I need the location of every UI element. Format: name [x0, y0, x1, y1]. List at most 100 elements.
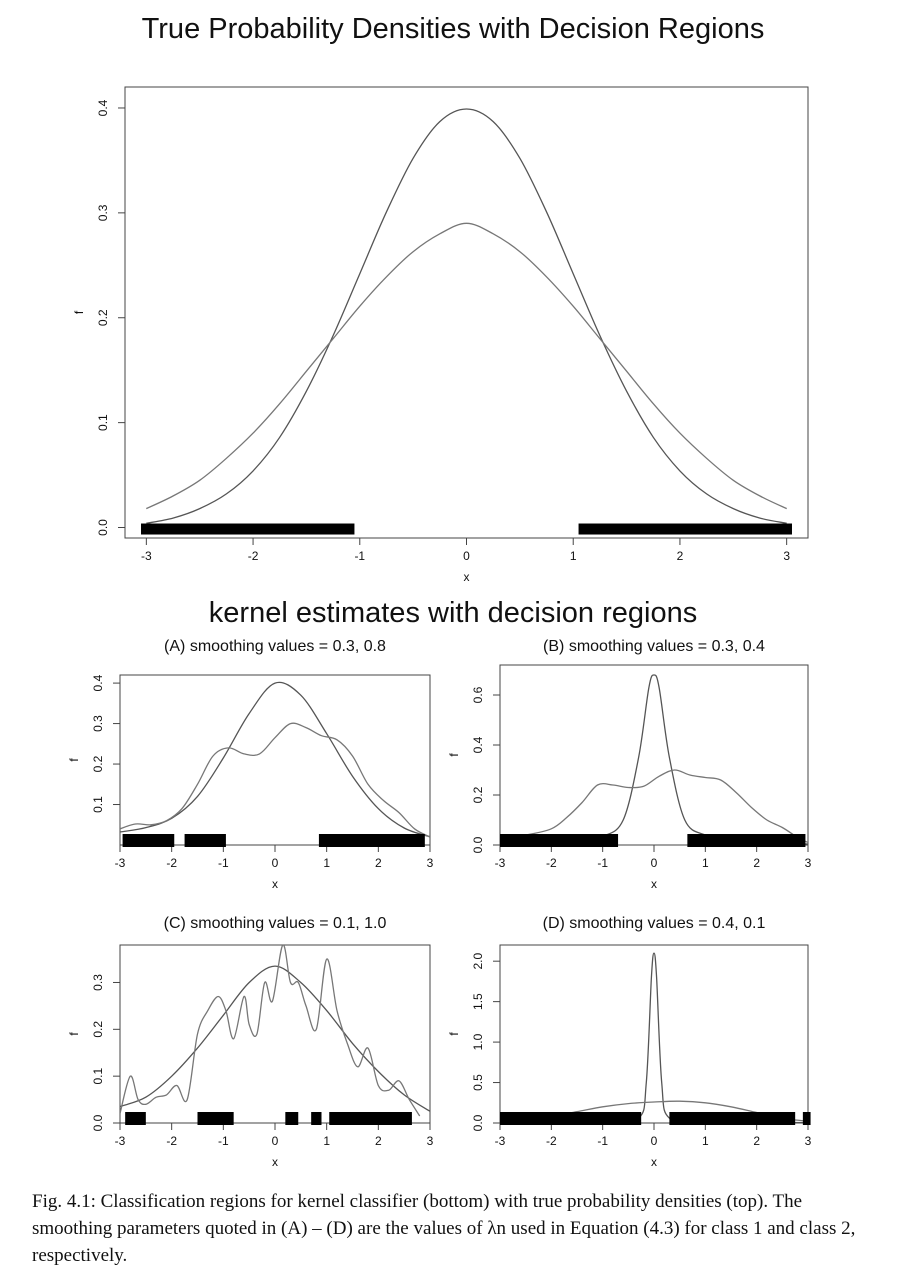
y-tick-label: 1.5 — [471, 993, 485, 1010]
chart-top: -3 -2 -1 0 1 2 3 0.0 0.1 0.2 0.3 0.4 x f — [72, 86, 809, 584]
x-tick-label: 3 — [427, 856, 434, 870]
y-axis-label: f — [72, 310, 86, 314]
density-curve-1 — [146, 108, 787, 524]
y-tick-label: 0.0 — [471, 1114, 485, 1131]
chart-title-D: (D) smoothing values = 0.4, 0.1 — [543, 915, 766, 932]
chart-title-A: (A) smoothing values = 0.3, 0.8 — [164, 638, 386, 655]
plot-area — [120, 945, 430, 1117]
decision-region-bar — [197, 1112, 234, 1125]
x-tick-label: 3 — [805, 1134, 812, 1148]
x-axis-label: x — [651, 1155, 657, 1169]
y-tick-label: 0.4 — [471, 736, 485, 753]
decision-region-bar — [311, 1112, 322, 1125]
x-tick-label: -1 — [218, 1134, 229, 1148]
y-tick-label: 0.2 — [471, 786, 485, 803]
y-tick-label: 0.2 — [91, 1021, 105, 1038]
decision-region-bar — [141, 523, 355, 535]
top-chart-title: True Probability Densities with Decision… — [142, 13, 765, 45]
x-tick-label: 2 — [375, 856, 382, 870]
x-tick-label: 1 — [702, 856, 709, 870]
plot-area — [146, 108, 787, 524]
plot-frame — [499, 944, 809, 1124]
density-curve-1 — [500, 952, 808, 1123]
density-curve-2 — [146, 222, 787, 510]
x-tick-label: 1 — [570, 549, 577, 563]
decision-region-bar — [500, 1112, 642, 1125]
figure-caption: Fig. 4.1: Classification regions for ker… — [32, 1191, 856, 1266]
x-tick-label: -3 — [495, 856, 506, 870]
x-tick-label: -2 — [166, 856, 177, 870]
y-tick-label: 0.3 — [91, 715, 105, 732]
x-tick-label: 3 — [783, 549, 790, 563]
plot-frame — [124, 86, 809, 539]
plot-area — [120, 681, 430, 838]
chart-title-C: (C) smoothing values = 0.1, 1.0 — [164, 915, 387, 932]
y-tick-label: 2.0 — [471, 953, 485, 970]
y-tick-label: 0.0 — [471, 836, 485, 853]
chart-D: (D) smoothing values = 0.4, 0.1 -3 -2 -1 0 1 2… — [447, 915, 812, 1169]
y-tick-label: 0.1 — [96, 414, 110, 431]
x-tick-label: 0 — [651, 856, 658, 870]
x-tick-label: 2 — [677, 549, 684, 563]
decision-region-bar — [125, 1112, 146, 1125]
decision-region-bar — [122, 834, 175, 847]
x-tick-label: 0 — [272, 1134, 279, 1148]
x-tick-label: 3 — [805, 856, 812, 870]
plot-frame — [119, 674, 431, 846]
x-tick-label: -1 — [597, 1134, 608, 1148]
x-axis-label: x — [272, 877, 278, 891]
x-tick-label: 2 — [375, 1134, 382, 1148]
x-tick-label: -2 — [248, 549, 259, 563]
x-tick-label: -1 — [354, 549, 365, 563]
density-curve-1 — [120, 681, 430, 838]
x-tick-label: 2 — [753, 1134, 760, 1148]
x-tick-label: 0 — [272, 856, 279, 870]
y-axis-label: f — [447, 1032, 461, 1036]
x-tick-label: 3 — [427, 1134, 434, 1148]
decision-region-bar — [802, 1112, 811, 1125]
x-tick-label: -3 — [141, 549, 152, 563]
plot-area — [500, 952, 808, 1123]
x-tick-label: -1 — [218, 856, 229, 870]
plot-frame — [499, 664, 809, 846]
density-curve-2 — [500, 769, 808, 844]
y-tick-label: 0.2 — [91, 755, 105, 772]
x-tick-label: -2 — [546, 856, 557, 870]
decision-region-bar — [184, 834, 226, 847]
decision-region-bar — [687, 834, 806, 847]
y-tick-label: 0.1 — [91, 1067, 105, 1084]
plots: -3 -2 -1 0 1 2 30.00.10.20.30.4xf(A) smoothing… — [67, 86, 812, 1169]
y-tick-label: 1.0 — [471, 1033, 485, 1050]
x-tick-label: -3 — [115, 856, 126, 870]
chart-A: (A) smoothing values = 0.3, 0.8 -3 -2 -1 0 1 2… — [67, 638, 434, 891]
x-tick-label: -3 — [115, 1134, 126, 1148]
x-axis-label: x — [464, 570, 470, 584]
y-tick-label: 0.4 — [91, 674, 105, 691]
chart-C: (C) smoothing values = 0.1, 1.0 -3 -2 -1 0 1 2… — [67, 915, 434, 1169]
x-tick-label: 0 — [463, 549, 470, 563]
plot-frame — [119, 944, 431, 1124]
y-tick-label: 0.3 — [96, 204, 110, 221]
y-axis-label: f — [447, 753, 461, 757]
decision-region-bar — [578, 523, 792, 535]
y-axis-label: f — [67, 758, 81, 762]
chart-title-B: (B) smoothing values = 0.3, 0.4 — [543, 638, 765, 655]
chart-B: (B) smoothing values = 0.3, 0.4 -3 -2 -1 0 1 2… — [447, 638, 812, 891]
y-tick-label: 0.6 — [471, 686, 485, 703]
x-tick-label: -3 — [495, 1134, 506, 1148]
y-axis-label: f — [67, 1032, 81, 1036]
y-tick-label: 0.1 — [91, 796, 105, 813]
x-axis-label: x — [651, 877, 657, 891]
decision-region-bar — [500, 834, 619, 847]
x-tick-label: 1 — [323, 856, 330, 870]
decision-region-bar — [669, 1112, 796, 1125]
x-tick-label: -1 — [597, 856, 608, 870]
x-axis-label: x — [272, 1155, 278, 1169]
density-curve-2 — [120, 945, 421, 1117]
x-tick-label: 0 — [651, 1134, 658, 1148]
kernel-section-title: kernel estimates with decision regions — [209, 597, 697, 629]
y-tick-label: 0.0 — [96, 519, 110, 536]
x-tick-label: 2 — [753, 856, 760, 870]
decision-region-bar — [285, 1112, 299, 1125]
